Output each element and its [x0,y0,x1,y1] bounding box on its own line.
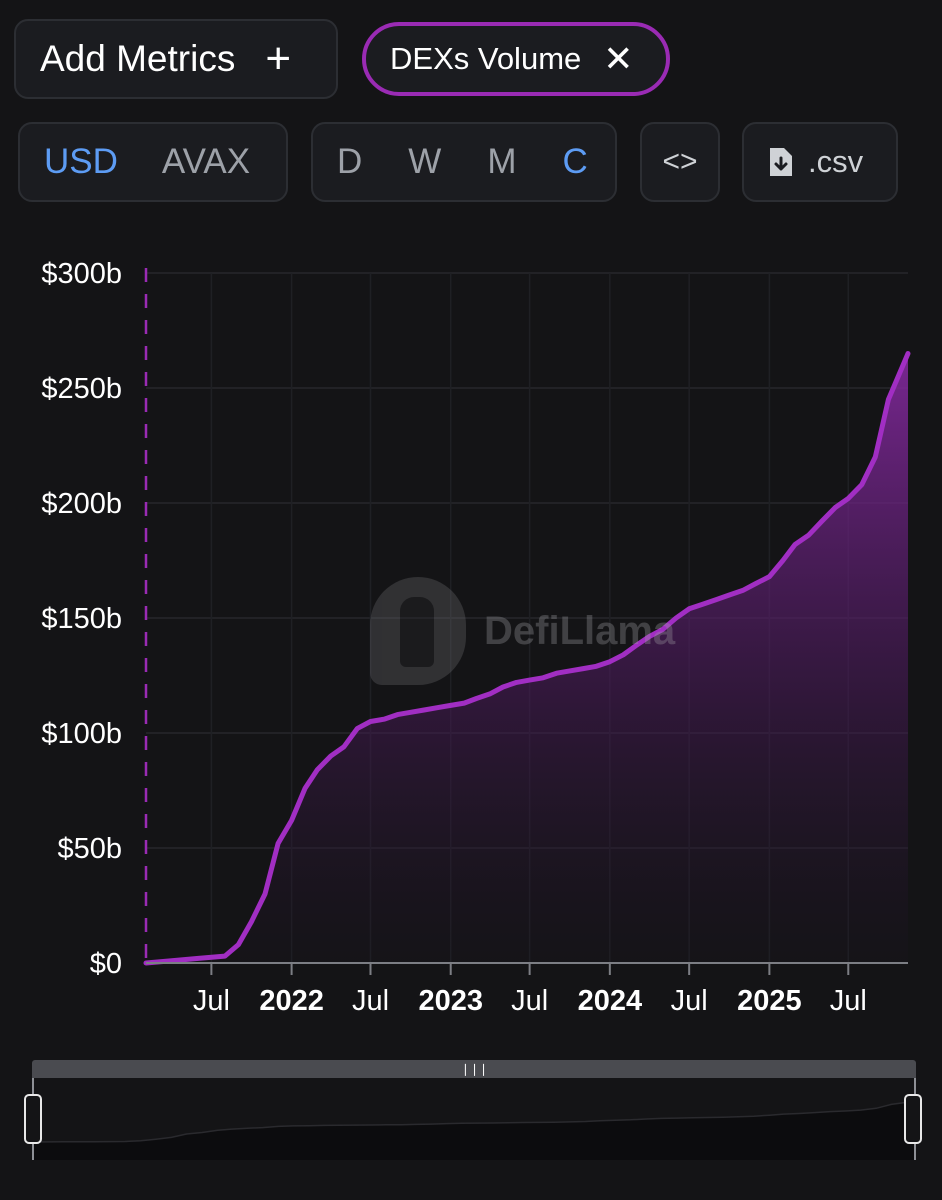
file-download-icon [770,148,792,176]
navigator-window[interactable] [32,1078,916,1160]
navigator-left-handle[interactable] [24,1094,42,1144]
navigator-right-handle[interactable] [904,1094,922,1144]
y-tick-label: $100b [41,718,122,750]
y-tick-label: $250b [41,373,122,405]
navigator-mini-chart [34,1100,914,1160]
navigator-area [34,1101,914,1160]
currency-toggle: USD AVAX [18,122,288,202]
range-navigator[interactable]: ❘❘❘ [22,1060,926,1168]
interval-option-weekly[interactable]: W [408,142,442,181]
add-metrics-button[interactable]: Add Metrics + [14,19,338,99]
embed-button[interactable]: <> [640,122,720,202]
x-tick-label: Jul [830,985,867,1017]
y-tick-label: $0 [90,948,122,980]
x-tick-label: 2024 [578,985,643,1017]
defillama-watermark: DefiLlama [370,575,700,687]
x-tick-label: 2023 [418,985,483,1017]
interval-toggle: D W M C [311,122,617,202]
grip-icon: ❘❘❘ [460,1062,488,1076]
metric-chip-label: DEXs Volume [390,41,582,76]
chart-svg: $0 $50b $100b $150b $200b $250b $300b Jul 2022 Ju… [41,258,911,1017]
navigator-line [34,1100,914,1143]
currency-option-usd[interactable]: USD [44,142,118,181]
x-tick-label: 2022 [259,985,324,1017]
x-tick-label: Jul [671,985,708,1017]
metric-chip-dexs-volume[interactable]: DEXs Volume ✕ [362,22,670,96]
chart[interactable]: $0 $50b $100b $150b $200b $250b $300b Jul 2022 Ju… [0,220,942,1040]
series-area [146,353,908,963]
y-tick-label: $50b [57,833,122,865]
code-icon: <> [662,145,698,178]
currency-option-avax[interactable]: AVAX [161,142,251,181]
csv-label: .csv [808,144,864,179]
y-tick-label: $300b [41,258,122,290]
y-tick-label: $200b [41,488,122,520]
interval-option-daily[interactable]: D [337,142,363,181]
x-tick-label: Jul [193,985,230,1017]
series-line [143,351,911,966]
csv-download-button[interactable]: .csv [742,122,898,202]
x-tick-label: 2025 [737,985,802,1017]
add-metrics-label: Add Metrics [40,38,236,79]
navigator-drag-bar[interactable]: ❘❘❘ [32,1060,916,1078]
x-tick-label: Jul [511,985,548,1017]
interval-option-monthly[interactable]: M [487,142,517,181]
interval-option-cumulative[interactable]: C [562,142,588,181]
close-icon[interactable]: ✕ [603,38,634,79]
plus-icon: + [265,34,292,83]
y-tick-label: $150b [41,603,122,635]
watermark-text: DefiLlama [484,608,676,653]
x-tick-label: Jul [352,985,389,1017]
llama-logo-icon [370,577,466,685]
